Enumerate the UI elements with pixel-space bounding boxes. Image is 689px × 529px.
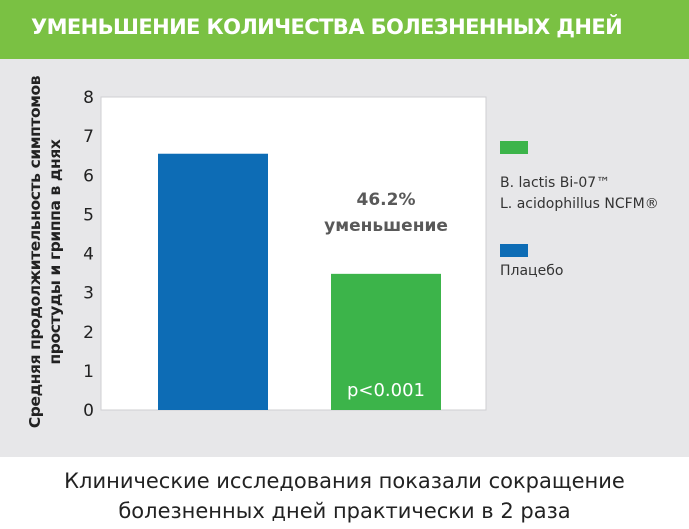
- footer-line-2: болезненных дней практически в 2 раза: [118, 499, 571, 523]
- page-title: УМЕНЬШЕНИЕ КОЛИЧЕСТВА БОЛЕЗНЕННЫХ ДНЕЙ: [31, 15, 623, 39]
- y-tick-label: 2: [83, 323, 94, 343]
- y-tick-label: 1: [83, 362, 94, 382]
- legend-swatch-probiotic: [500, 141, 528, 154]
- y-tick-label: 6: [83, 166, 94, 186]
- y-tick-label: 5: [83, 205, 94, 225]
- legend-label-probiotic-line-2: L. acidophillus NCFM®: [500, 196, 659, 212]
- legend-label-probiotic-line-1: B. lactis Bi-07™: [500, 175, 611, 191]
- legend-label-probiotic: B. lactis Bi-07™ L. acidophillus NCFM®: [500, 173, 659, 215]
- y-tick-label: 8: [83, 88, 94, 108]
- footer-caption: Клинические исследования показали сокращ…: [0, 466, 689, 526]
- y-tick-label: 3: [83, 284, 94, 304]
- bar-0: [158, 153, 268, 410]
- legend-label-placebo: Плацебо: [500, 263, 564, 279]
- y-tick-label: 4: [83, 245, 94, 265]
- header-banner: УМЕНЬШЕНИЕ КОЛИЧЕСТВА БОЛЕЗНЕННЫХ ДНЕЙ: [0, 0, 689, 59]
- annotation-reduction-word: уменьшение: [324, 216, 448, 236]
- annotation-reduction-pct: 46.2%: [357, 190, 416, 210]
- y-tick-label: 0: [83, 401, 94, 421]
- annotation-pvalue: p<0.001: [347, 380, 425, 401]
- legend-swatch-placebo: [500, 244, 528, 257]
- footer-line-1: Клинические исследования показали сокращ…: [64, 469, 625, 493]
- bar-1: [331, 273, 441, 410]
- y-tick-label: 7: [83, 127, 94, 147]
